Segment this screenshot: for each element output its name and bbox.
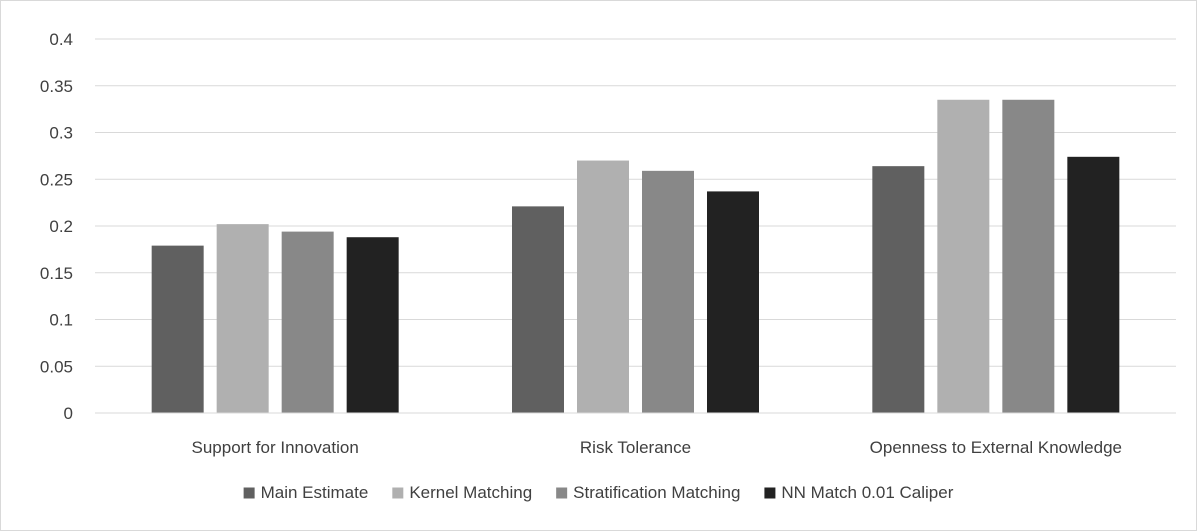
y-axis-tick-labels: 0 0.05 0.1 0.15 0.2 0.25 0.3 0.35 0.4 — [40, 30, 73, 423]
legend-label: NN Match 0.01 Caliper — [781, 483, 953, 502]
bar — [151, 245, 204, 413]
bar — [937, 99, 990, 414]
bar — [216, 224, 269, 413]
y-tick-label: 0.4 — [49, 30, 73, 49]
legend-swatch — [764, 487, 776, 499]
gridlines — [95, 38, 1176, 367]
legend-label: Stratification Matching — [573, 483, 740, 502]
legend-swatch — [556, 487, 568, 499]
y-tick-label: 0.25 — [40, 170, 73, 189]
bar — [1002, 99, 1055, 414]
y-tick-label: 0.2 — [49, 217, 73, 236]
bars — [151, 99, 1120, 414]
category-labels: Support for Innovation Risk Tolerance Open… — [192, 438, 1122, 457]
y-tick-label: 0.35 — [40, 77, 73, 96]
category-label: Support for Innovation — [192, 438, 359, 457]
legend-item: Main Estimate — [243, 483, 369, 502]
y-tick-label: 0 — [64, 404, 73, 423]
bar — [1067, 156, 1120, 413]
legend-item: Stratification Matching — [556, 483, 740, 502]
legend-label: Main Estimate — [261, 483, 369, 502]
bar — [707, 191, 759, 413]
bar — [642, 170, 694, 413]
y-tick-label: 0.15 — [40, 264, 73, 283]
bar — [577, 160, 629, 413]
legend-item: NN Match 0.01 Caliper — [764, 483, 954, 502]
bar — [512, 206, 564, 413]
bar — [281, 231, 334, 413]
bar — [346, 237, 399, 413]
legend-swatch — [392, 487, 404, 499]
legend-label: Kernel Matching — [409, 483, 532, 502]
y-tick-label: 0.3 — [49, 124, 73, 143]
y-tick-label: 0.1 — [49, 311, 73, 330]
category-label: Openness to External Knowledge — [870, 438, 1122, 457]
category-label: Risk Tolerance — [580, 438, 691, 457]
bar — [872, 166, 925, 413]
legend: Main Estimate Kernel Matching Stratificati… — [243, 483, 954, 502]
y-tick-label: 0.05 — [40, 357, 73, 376]
legend-swatch — [243, 487, 255, 499]
legend-item: Kernel Matching — [392, 483, 532, 502]
